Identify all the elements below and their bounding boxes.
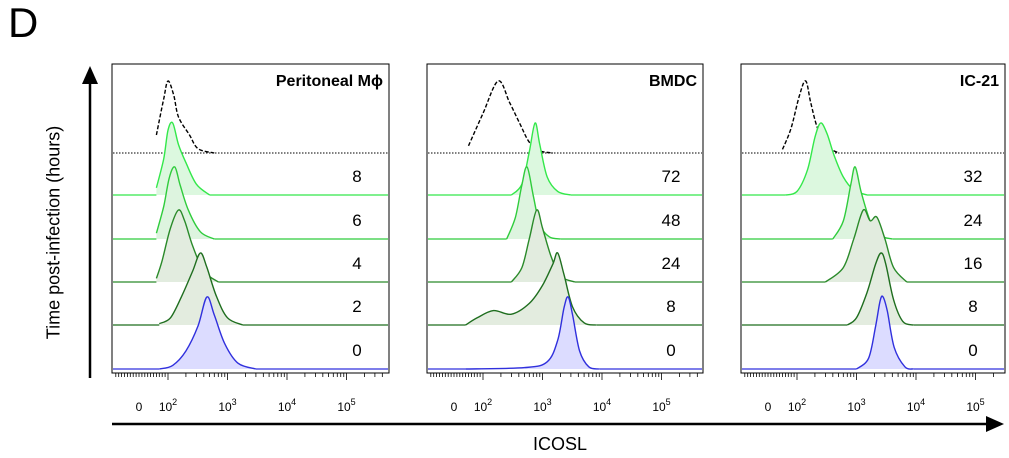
ridge-fill bbox=[511, 209, 575, 282]
x-tick-label: 102 bbox=[159, 397, 177, 414]
time-label: 8 bbox=[352, 167, 361, 186]
x-tick-label: 102 bbox=[474, 397, 492, 414]
ridge-curve bbox=[155, 166, 215, 240]
ridge-curve bbox=[155, 121, 211, 196]
histogram-ridge-3: 6 bbox=[113, 166, 388, 240]
time-label: 6 bbox=[352, 211, 361, 230]
panel-title: IC-21 bbox=[960, 73, 999, 90]
x-axis-label: ICOSL bbox=[532, 434, 588, 454]
x-tick-label: 0 bbox=[765, 400, 772, 414]
ridge-curve bbox=[785, 122, 868, 196]
panel-title: BMDC bbox=[649, 73, 697, 90]
x-axis-ticks: 0 102 103 104 105 bbox=[744, 373, 994, 414]
ridge-curve bbox=[158, 252, 244, 326]
x-tick-label: 103 bbox=[847, 397, 865, 414]
x-tick-label: 102 bbox=[788, 397, 806, 414]
time-label: 48 bbox=[662, 211, 681, 230]
x-tick-label: 104 bbox=[278, 397, 296, 414]
ridge-fill bbox=[847, 253, 914, 325]
ridge-curve bbox=[846, 252, 914, 326]
x-tick-label: 105 bbox=[652, 397, 670, 414]
x-tick-label: 104 bbox=[593, 397, 611, 414]
ridge-fill bbox=[159, 296, 256, 369]
ridge-fill bbox=[159, 252, 243, 325]
histogram-panel-1: Peritoneal Mϕ 8 6 4 2 0 0 102 103 104 105 bbox=[111, 63, 390, 414]
x-tick-label: 0 bbox=[136, 400, 143, 414]
isotype-control-curve bbox=[155, 80, 215, 154]
ridge-fill bbox=[856, 296, 914, 370]
time-label: 32 bbox=[964, 167, 983, 186]
ridge-fill bbox=[785, 122, 867, 195]
histogram-ridge-2: 32 bbox=[742, 122, 1004, 196]
time-label: 0 bbox=[968, 341, 977, 360]
histogram-ridge-1 bbox=[113, 80, 388, 154]
histogram-ridge-3: 48 bbox=[428, 166, 702, 240]
time-label: 16 bbox=[964, 254, 983, 273]
time-label: 0 bbox=[352, 341, 361, 360]
ridge-fill bbox=[156, 209, 219, 282]
histogram-ridge-5: 2 bbox=[113, 252, 388, 326]
y-axis-arrowhead bbox=[82, 66, 98, 84]
ridge-curve bbox=[824, 208, 908, 283]
x-tick-label: 104 bbox=[907, 397, 925, 414]
time-label: 24 bbox=[662, 254, 681, 273]
time-label: 8 bbox=[666, 297, 675, 316]
x-axis-ticks: 0 102 103 104 105 bbox=[430, 373, 698, 414]
ridge-curve bbox=[159, 296, 257, 370]
ridge-fill bbox=[832, 166, 893, 239]
panel-label: D bbox=[8, 0, 39, 46]
histogram-ridge-6: 0 bbox=[742, 295, 1004, 370]
time-label: 2 bbox=[352, 297, 361, 316]
histogram-panel-3: IC-21 32 24 16 8 0 0 102 103 104 105 bbox=[740, 63, 1006, 414]
x-tick-label: 103 bbox=[218, 397, 236, 414]
x-tick-label: 103 bbox=[533, 397, 551, 414]
ridge-fill bbox=[465, 296, 600, 369]
x-tick-label: 0 bbox=[451, 400, 458, 414]
time-label: 0 bbox=[666, 341, 675, 360]
time-label: 4 bbox=[352, 254, 361, 273]
histogram-ridge-4: 16 bbox=[742, 208, 1004, 283]
panel-title: Peritoneal Mϕ bbox=[276, 73, 383, 90]
ridge-curve bbox=[465, 252, 597, 326]
time-label: 24 bbox=[964, 211, 983, 230]
histogram-ridge-4: 4 bbox=[113, 209, 388, 283]
ridge-curve bbox=[506, 166, 561, 240]
time-label: 8 bbox=[968, 297, 977, 316]
time-label: 72 bbox=[662, 167, 681, 186]
histogram-ridge-6: 0 bbox=[428, 296, 702, 370]
histogram-ridge-6: 0 bbox=[113, 296, 388, 370]
x-tick-label: 105 bbox=[966, 397, 984, 414]
panel-frame bbox=[111, 63, 390, 374]
histogram-panel-2: BMDC 72 48 24 8 0 0 102 103 104 105 bbox=[426, 63, 704, 414]
x-axis-arrowhead bbox=[986, 416, 1004, 432]
ridge-curve bbox=[465, 296, 600, 370]
x-tick-label: 105 bbox=[337, 397, 355, 414]
ridge-curve bbox=[856, 295, 914, 370]
ridge-fill bbox=[506, 166, 561, 239]
x-axis-ticks: 0 102 103 104 105 bbox=[115, 373, 383, 414]
histogram-ridge-5: 8 bbox=[742, 252, 1004, 326]
